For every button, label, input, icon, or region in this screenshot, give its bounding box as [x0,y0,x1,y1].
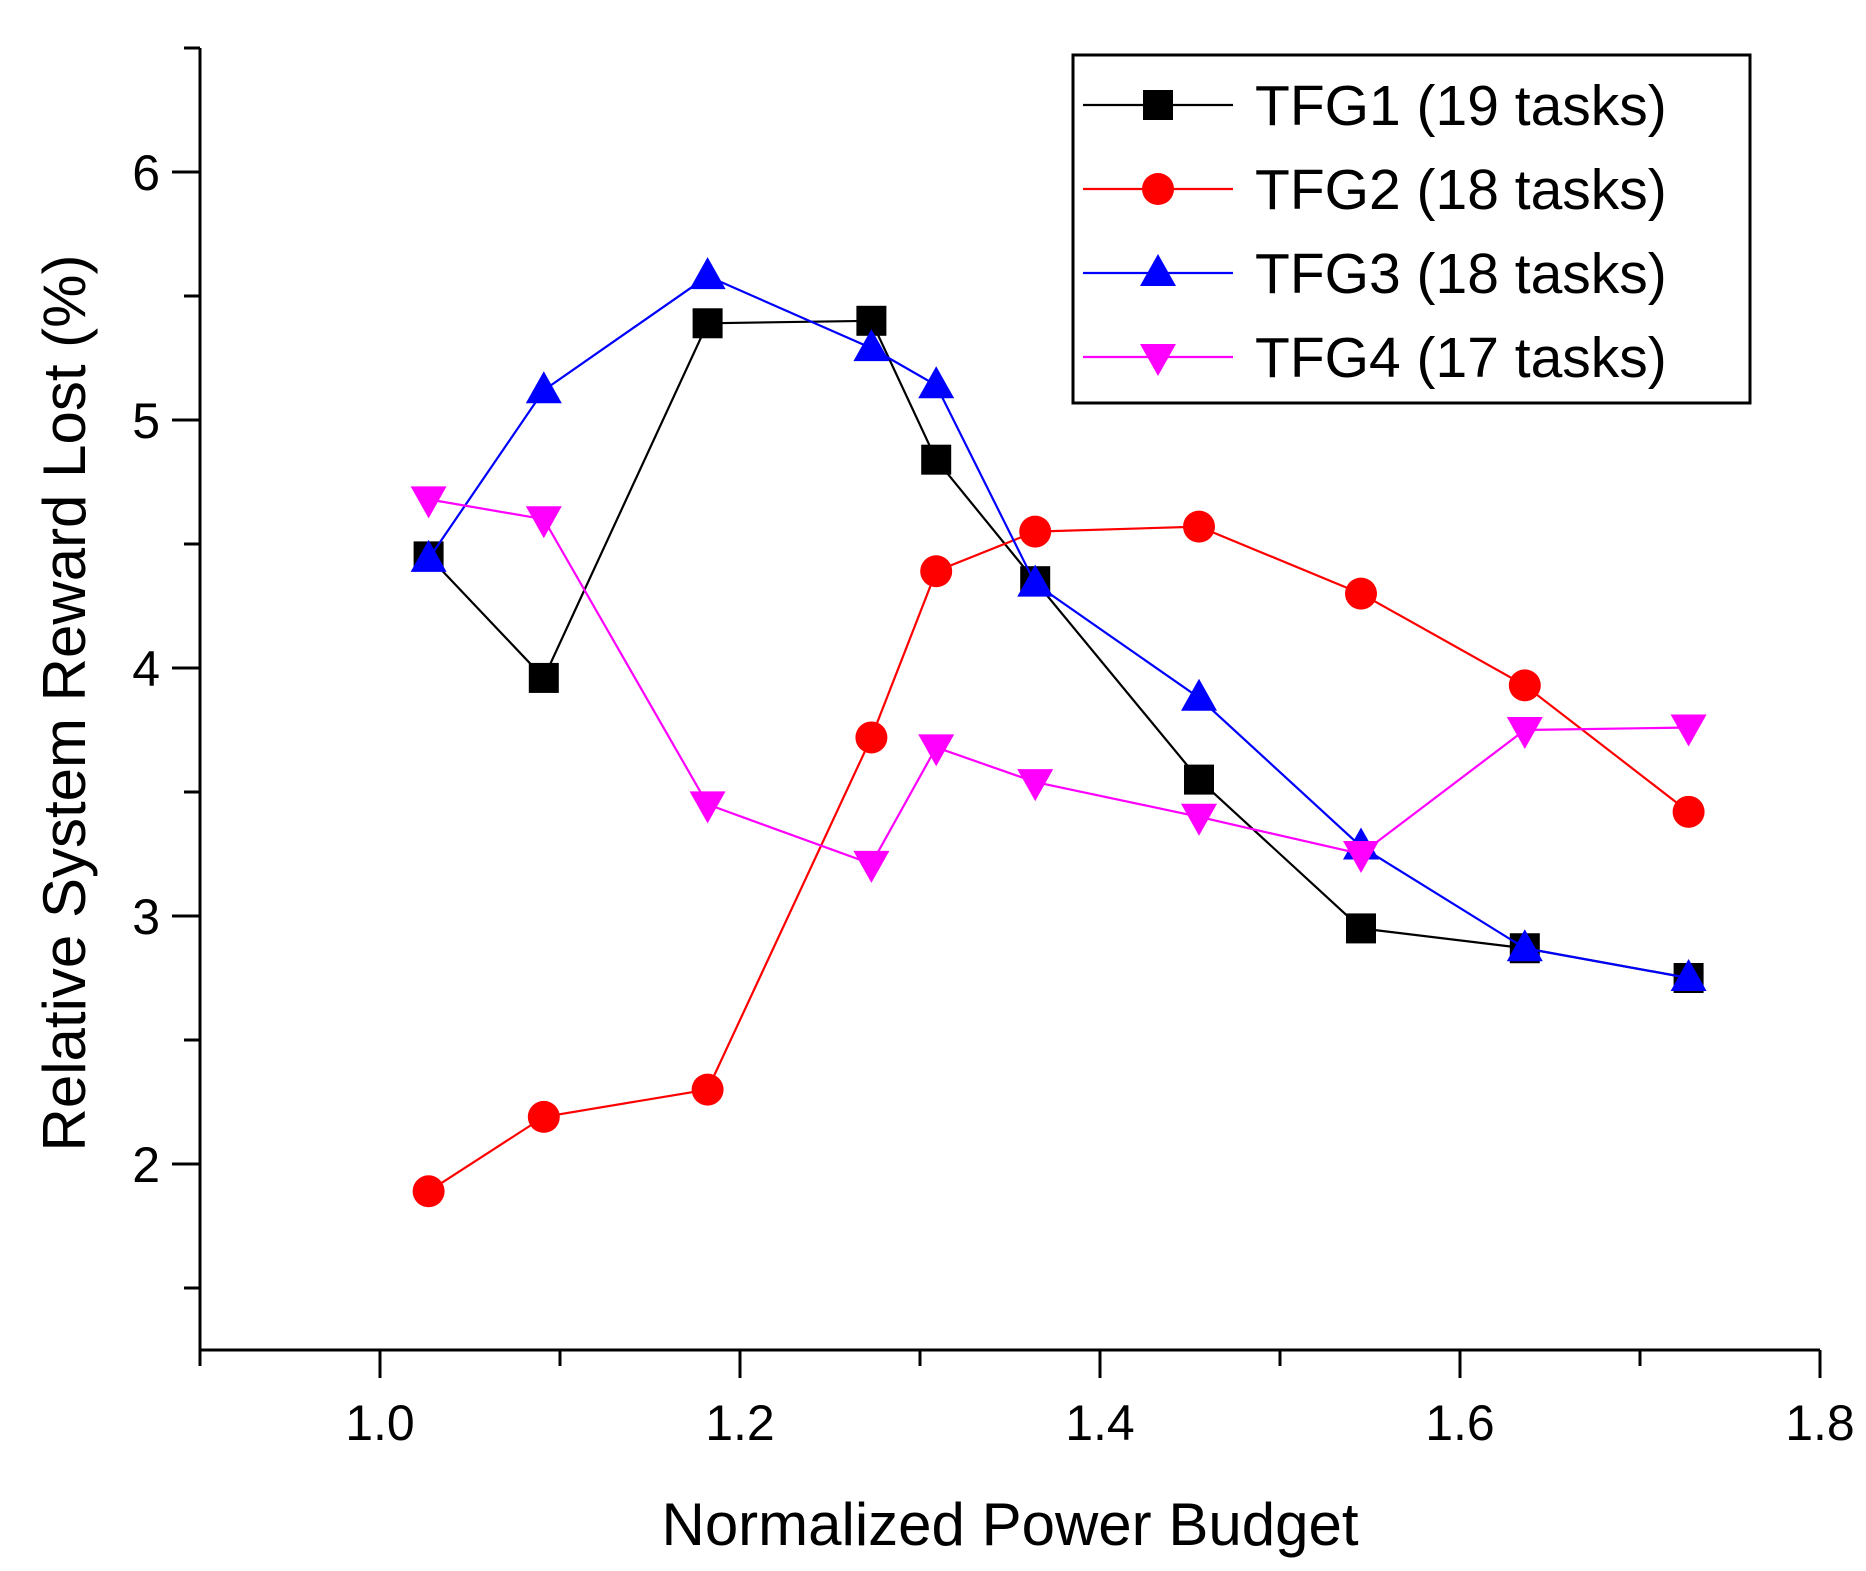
series-line [427,274,1689,980]
series-4 [410,486,1707,883]
data-point [1343,841,1379,873]
legend-label: TFG3 (18 tasks) [1255,242,1667,306]
y-tick-label: 3 [132,889,160,945]
x-axis-title: Normalized Power Budget [661,1491,1358,1558]
data-point [410,539,447,572]
legend-marker [1142,173,1174,205]
axes [198,48,1820,1352]
x-tick-label: 1.0 [345,1395,415,1451]
data-point [692,308,723,339]
y-tick-label: 2 [132,1137,160,1193]
data-point [1181,803,1217,836]
series-line [428,525,1690,1193]
legend-label: TFG1 (19 tasks) [1255,74,1667,138]
legend-entry: TFG1 (19 tasks) [1083,74,1667,138]
data-point [525,371,562,404]
legend-label: TFG2 (18 tasks) [1255,158,1667,222]
x-ticks: 1.0 1.2 1.4 1.6 1.8 [198,1350,1855,1451]
series-line [428,498,1689,866]
y-tick-label: 6 [132,145,160,201]
legend-entry: TFG4 (17 tasks) [1083,326,1667,390]
data-point [921,444,952,475]
data-point [1183,510,1215,543]
series-3 [410,257,1707,991]
data-point [1181,678,1217,711]
data-point [1345,577,1377,610]
data-point [412,1175,445,1208]
data-point [1017,564,1054,597]
legend-entry: TFG2 (18 tasks) [1083,158,1667,222]
series-2 [412,510,1705,1208]
data-point [1506,929,1543,962]
legend-entry: TFG3 (18 tasks) [1083,242,1667,306]
x-tick-label: 1.4 [1065,1395,1135,1451]
legend: TFG1 (19 tasks) TFG2 (18 tasks) TFG3 (18 t… [1071,53,1752,405]
y-ticks: 2 3 4 5 6 [132,46,200,1290]
y-axis-title: Relative System Reward Lost (%) [31,255,98,1152]
data-point [689,257,726,290]
data-point [1346,913,1376,944]
series-line [427,319,1689,980]
series-1 [413,305,1704,993]
legend-box [1071,53,1752,405]
x-tick-label: 1.8 [1785,1395,1855,1451]
data-point [1672,795,1705,828]
x-tick-label: 1.2 [705,1395,775,1451]
data-point [691,1073,724,1106]
data-point [853,329,890,362]
legend-marker [1140,254,1176,286]
data-point [1184,764,1214,795]
data-point [525,506,562,539]
data-point [528,662,559,693]
data-point [918,366,955,399]
y-tick-label: 5 [132,393,160,449]
data-point [1670,714,1707,747]
data-point [853,850,890,883]
data-point [1506,717,1543,749]
data-point [920,555,953,588]
data-point [689,791,726,824]
legend-marker [1140,344,1176,376]
x-tick-label: 1.6 [1425,1395,1495,1451]
data-point [1019,515,1052,548]
data-point [1670,959,1707,991]
data-point [1017,769,1054,802]
y-tick-label: 4 [132,641,160,697]
data-point [918,734,955,767]
data-point [855,721,888,754]
data-point [527,1100,560,1133]
data-point [410,486,447,519]
series-layer [410,257,1707,1208]
legend-marker [1143,90,1173,120]
data-point [1508,669,1541,702]
legend-label: TFG4 (17 tasks) [1255,326,1667,390]
